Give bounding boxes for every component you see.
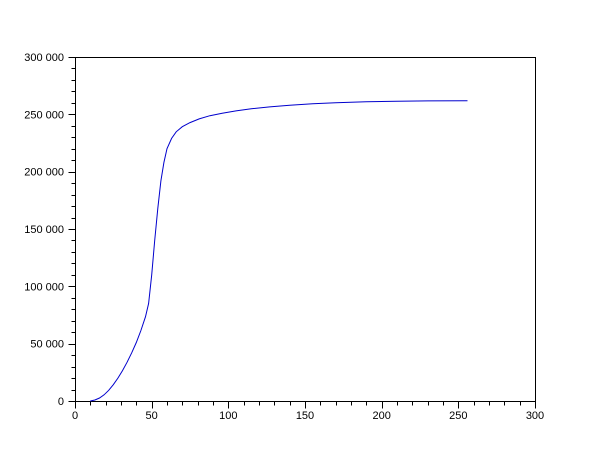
x-tick-label: 0 — [72, 410, 78, 422]
y-tick-label: 50 000 — [30, 339, 64, 351]
x-axis: 0 50 100 150 200 250 300 — [72, 401, 544, 422]
y-tick-label: 0 — [58, 396, 64, 408]
y-tick-label: 150 000 — [24, 224, 64, 236]
x-tick-label: 200 — [372, 410, 390, 422]
y-tick-label: 200 000 — [24, 167, 64, 179]
x-tick-label: 300 — [526, 410, 544, 422]
data-curve — [90, 100, 468, 402]
x-tick-label: 250 — [449, 410, 467, 422]
y-tick-label: 300 000 — [24, 52, 64, 64]
plot-frame — [75, 57, 536, 402]
y-tick-label: 100 000 — [24, 281, 64, 293]
x-tick-label: 150 — [296, 410, 314, 422]
y-axis: 0 50 000 100 000 150 000 200 000 250 000 300 0… — [24, 52, 76, 408]
x-tick-label: 50 — [146, 410, 158, 422]
y-tick-label: 250 000 — [24, 109, 64, 121]
x-tick-label: 100 — [219, 410, 237, 422]
